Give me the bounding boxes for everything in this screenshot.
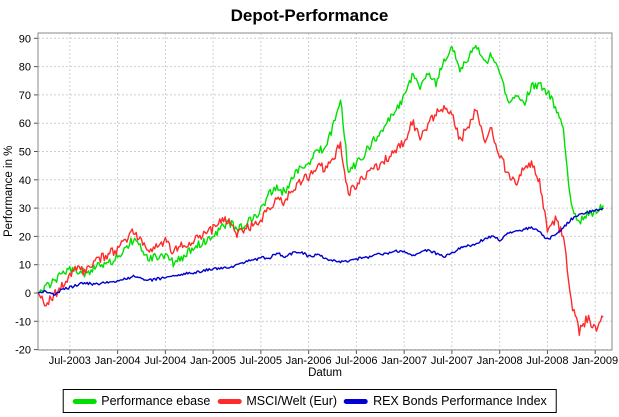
x-tick-label: Jul-2004 — [144, 355, 186, 367]
plot-border — [37, 32, 613, 351]
y-tick-label: 70 — [19, 90, 31, 102]
legend-swatch-red — [217, 398, 242, 404]
y-tick-label: 90 — [19, 33, 31, 45]
y-tick-label: 0 — [25, 288, 31, 300]
legend-item-rex-bonds: REX Bonds Performance Index — [344, 394, 547, 408]
x-tick-label: Jul-2007 — [431, 355, 473, 367]
y-tick-label: 10 — [19, 260, 31, 272]
legend-label: MSCI/Welt (Eur) — [246, 394, 338, 408]
plot-area: -20 -10 0 10 20 30 40 50 60 70 80 90 Jul-2003 Jan-200… — [15, 32, 618, 367]
legend-label: Performance ebase — [101, 394, 211, 408]
y-tick-label: -10 — [15, 316, 31, 328]
y-tick-label: 80 — [19, 62, 31, 74]
x-grid-and-ticks: Jul-2003 Jan-2004 Jul-2004 Jan-2005 Jul-2005… — [49, 33, 618, 367]
y-tick-label: 50 — [19, 146, 31, 158]
legend: Performance ebase MSCI/Welt (Eur) REX Bo… — [62, 389, 557, 413]
legend-swatch-green — [72, 398, 97, 404]
x-tick-label: Jan-2007 — [381, 355, 427, 367]
x-tick-label: Jan-2005 — [190, 355, 236, 367]
series-line-performance-ebase — [37, 44, 604, 294]
y-grid-and-ticks: -20 -10 0 10 20 30 40 50 60 70 80 90 — [15, 33, 612, 357]
x-tick-label: Jul-2006 — [335, 355, 377, 367]
legend-label: REX Bonds Performance Index — [373, 394, 547, 408]
x-axis-title: Datum — [308, 367, 342, 379]
y-tick-label: 30 — [19, 203, 31, 215]
y-tick-label: -20 — [15, 345, 31, 357]
series-line-msci-welt-eur- — [37, 104, 604, 336]
legend-item-msci-welt: MSCI/Welt (Eur) — [217, 394, 337, 408]
x-tick-label: Jan-2008 — [477, 355, 523, 367]
legend-swatch-blue — [344, 398, 369, 404]
y-tick-label: 20 — [19, 231, 31, 243]
x-tick-label: Jul-2003 — [49, 355, 91, 367]
x-tick-label: Jul-2005 — [240, 355, 282, 367]
y-tick-label: 40 — [19, 175, 31, 187]
x-tick-label: Jan-2006 — [286, 355, 332, 367]
chart-title: Depot-Performance — [230, 6, 389, 25]
y-tick-label: 60 — [19, 118, 31, 130]
x-tick-label: Jul-2008 — [526, 355, 568, 367]
x-tick-label: Jan-2004 — [95, 355, 141, 367]
x-tick-label: Jan-2009 — [572, 355, 618, 367]
series-line-rex-bonds-performance-index — [37, 207, 604, 296]
y-axis-title: Performance in % — [3, 145, 15, 238]
legend-item-performance-ebase: Performance ebase — [72, 394, 210, 408]
